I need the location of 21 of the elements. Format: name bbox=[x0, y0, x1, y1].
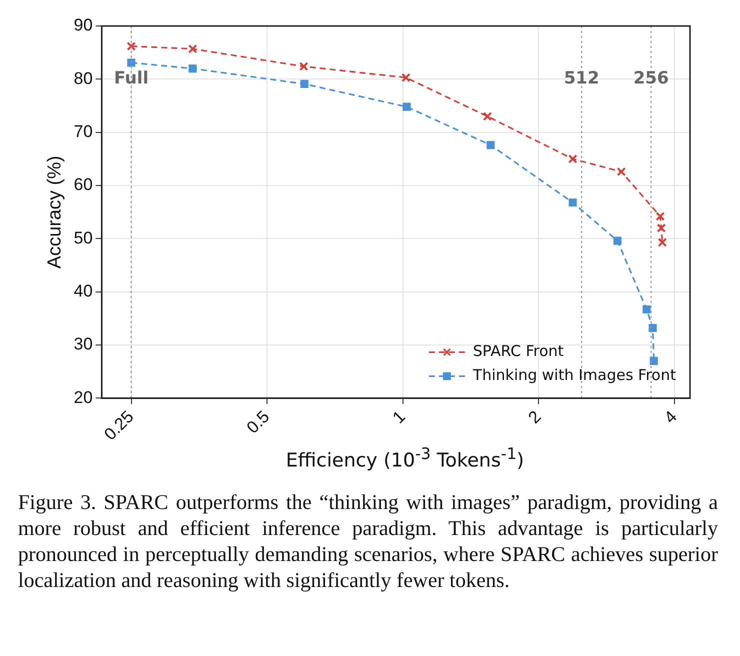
annotation: Full bbox=[114, 68, 149, 89]
y-tick-label: 20 bbox=[74, 388, 93, 407]
y-tick-label: 90 bbox=[74, 16, 93, 35]
y-tick-label: 30 bbox=[74, 334, 93, 354]
y-tick-label: 80 bbox=[74, 68, 93, 88]
caption: Figure 3. SPARC outperforms the “thinking with images” paradigm, providing a more robust and efficient inference paradigm. This advantage is particularly pronounced in perceptually demanding scenarios, where SPARC achieves superior localization and reasoning with significantly fewer tokens. bbox=[18, 489, 718, 594]
y-tick-label: 60 bbox=[74, 175, 93, 194]
x-tick-label: 0.5 bbox=[243, 407, 274, 438]
x-tick-label: 0.25 bbox=[100, 407, 138, 444]
y-tick-label: 50 bbox=[74, 228, 93, 248]
y-tick-label: 40 bbox=[74, 282, 93, 301]
x-tick-label: 1 bbox=[388, 407, 410, 428]
y-axis-title: Accuracy (%) bbox=[44, 156, 66, 269]
annotation: 512 bbox=[564, 68, 600, 89]
legend-label: SPARC Front bbox=[472, 342, 564, 360]
x-axis-title: Efficiency (10$^{-3}$ Tokens$^{-1}$) bbox=[284, 444, 526, 472]
x-tick-label: 4 bbox=[660, 407, 681, 428]
annotation: 256 bbox=[633, 68, 669, 89]
legend-label: Thinking with Images Front bbox=[472, 366, 676, 384]
y-tick-label: 70 bbox=[74, 122, 93, 142]
x-tick-label: 2 bbox=[524, 407, 545, 428]
